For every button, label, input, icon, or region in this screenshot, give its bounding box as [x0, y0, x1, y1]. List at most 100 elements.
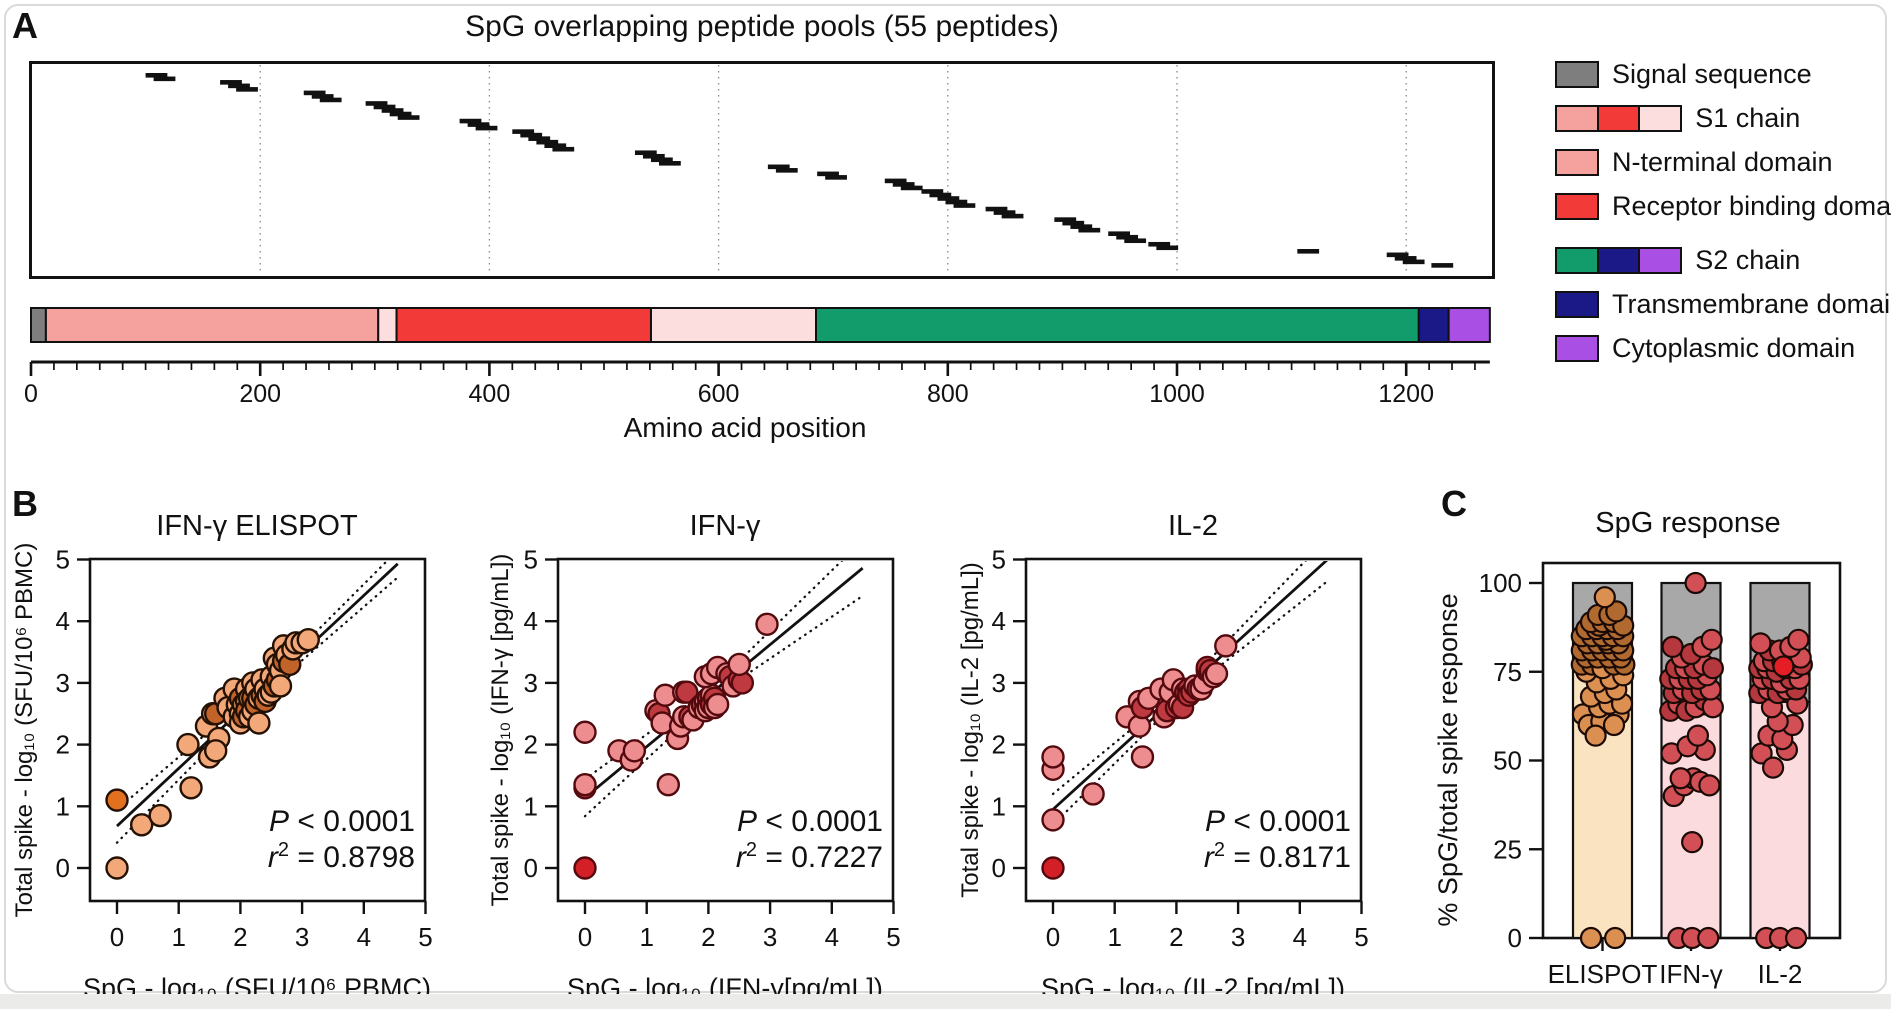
x-tick-label: 0 — [1046, 922, 1060, 952]
peptide-segment — [650, 157, 673, 163]
peptide-segment — [929, 192, 952, 198]
x-tick-label: 0 — [110, 922, 124, 952]
peptide-segment — [536, 139, 559, 145]
peptide-segment — [1297, 249, 1320, 254]
peptide-segment — [552, 146, 575, 152]
scatter-point — [656, 773, 680, 797]
scatter-point — [705, 692, 730, 717]
peptide-segment — [1078, 227, 1101, 233]
peptide-segment — [1124, 238, 1147, 244]
peptide-plot-frame — [29, 61, 1495, 279]
legend-item-label: S2 chain — [1695, 244, 1801, 275]
scatter-point — [755, 612, 779, 636]
plot-title: IFN-γ — [690, 510, 761, 542]
category-label: ELISPOT — [1548, 959, 1658, 989]
scatter-point — [296, 628, 320, 652]
peptide-segment — [228, 83, 250, 89]
legend-item: S1 chain — [1555, 96, 1891, 140]
scatter-point — [1081, 782, 1105, 806]
jitter-dot — [1669, 767, 1692, 790]
category-label: IL-2 — [1758, 959, 1803, 989]
y-tick-label: 0 — [56, 853, 70, 883]
legend-swatch — [1638, 246, 1683, 274]
peptide-segment — [153, 76, 176, 82]
x-tick-label: 4 — [357, 922, 371, 952]
scatter-point — [1041, 808, 1065, 832]
y-tick-label: 100 — [1479, 568, 1522, 598]
scatter-point — [148, 803, 172, 828]
jitter-dot — [1700, 628, 1723, 651]
peptide-segment — [825, 175, 847, 180]
stats-p-value: P < 0.0001 — [1205, 805, 1351, 838]
legend-item: Transmembrane domain — [1555, 282, 1891, 326]
y-tick-label: 2 — [992, 730, 1006, 760]
panel-b-label: B — [12, 483, 38, 524]
y-tick-label: 3 — [992, 668, 1006, 698]
y-tick-label: 3 — [524, 668, 538, 698]
scatter-point — [727, 652, 751, 677]
scatter-point — [1041, 745, 1065, 769]
y-tick-label: 5 — [56, 545, 70, 575]
panel-c-label: C — [1441, 483, 1467, 524]
scatter-point — [179, 776, 203, 800]
domain-transmembrane-domain — [1417, 307, 1450, 343]
stats-p-value: P < 0.0001 — [269, 805, 415, 838]
peptide-segment — [520, 132, 543, 138]
panel-a-label: A — [12, 5, 38, 46]
peptide-segment — [373, 104, 396, 110]
amino-acid-axis-title: Amino acid position — [623, 412, 867, 443]
legend-swatch — [1555, 334, 1599, 362]
peptide-segment — [528, 136, 551, 141]
stats-r-squared: r2 = 0.7227 — [736, 839, 883, 874]
domain-s1-segment-pale-2 — [649, 307, 818, 343]
y-tick-label: 75 — [1493, 657, 1522, 687]
jitter-dot — [1772, 655, 1795, 678]
scatter-point — [573, 856, 597, 880]
jitter-dot — [1604, 926, 1627, 950]
axis-tick-label: 400 — [469, 380, 511, 408]
peptide-segment — [642, 153, 665, 159]
y-tick-label: 0 — [524, 853, 538, 883]
legend-swatch — [1555, 60, 1599, 88]
y-axis-label: Total spike - log₁₀ (IL-2 [pg/mL]) — [957, 562, 984, 898]
y-tick-label: 2 — [524, 730, 538, 760]
peptide-segment — [397, 115, 420, 120]
legend-item-label: Cytoplasmic domain — [1612, 332, 1856, 363]
peptide-segment — [220, 80, 242, 85]
peptide-segment — [892, 182, 915, 187]
y-tick-label: 5 — [992, 545, 1006, 575]
x-tick-label: 1 — [171, 922, 185, 952]
jitter-dot — [1584, 724, 1607, 747]
legend-swatch — [1555, 148, 1599, 176]
axis-tick-label: 600 — [698, 380, 740, 408]
jitter-dot — [1602, 713, 1626, 737]
peptide-pool-plot — [29, 61, 1495, 279]
jitter-dot — [1681, 831, 1704, 854]
legend-item: Cytoplasmic domain — [1555, 326, 1891, 370]
legend-swatch — [1555, 246, 1599, 274]
scatter-point — [247, 711, 271, 735]
jitter-dot — [1698, 774, 1721, 797]
x-tick-label: 4 — [1293, 922, 1307, 952]
axis-tick-label: 1000 — [1149, 380, 1205, 408]
peptide-segment — [767, 164, 790, 170]
scatter-point — [204, 739, 228, 763]
legend-swatch — [1596, 246, 1641, 274]
peptide-segment — [775, 168, 798, 173]
y-tick-label: 50 — [1493, 746, 1522, 776]
x-tick-label: 3 — [295, 922, 309, 952]
x-tick-label: 4 — [825, 922, 839, 952]
peptide-segment — [1156, 245, 1179, 251]
peptide-segment — [1070, 224, 1093, 229]
plot-title: IL-2 — [1168, 510, 1218, 542]
legend-item-label: N-terminal domain — [1612, 146, 1833, 177]
legend-swatch — [1555, 104, 1599, 132]
jitter-dot — [1762, 756, 1785, 779]
scatter-point — [268, 674, 293, 698]
legend-swatch — [1555, 192, 1599, 220]
peptide-segment — [1402, 259, 1425, 265]
stats-p-value: P < 0.0001 — [737, 805, 883, 838]
peptide-segment — [467, 122, 490, 127]
domain-receptor-binding-domain — [395, 307, 652, 343]
peptide-segment — [900, 185, 923, 191]
